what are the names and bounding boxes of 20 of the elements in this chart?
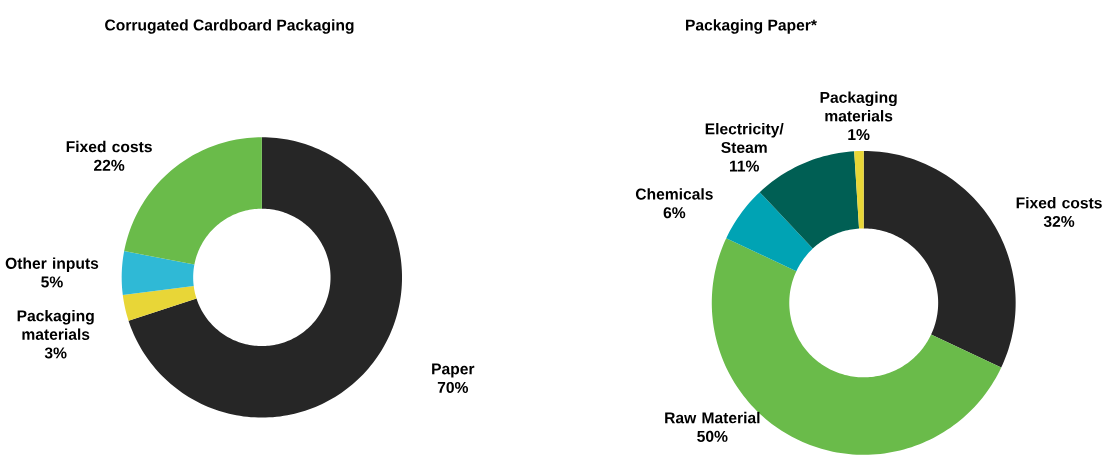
data-label: 3% — [44, 347, 67, 359]
data-label: 70% — [437, 382, 469, 394]
data-label: 50% — [697, 430, 728, 443]
chart-title: Corrugated Cardboard Packaging — [105, 19, 354, 34]
slice-label: Fixed costs — [66, 140, 152, 153]
slice-label: Chemicals — [635, 188, 713, 200]
slice-label: Packaging materials — [820, 91, 897, 122]
data-label: 22% — [94, 159, 125, 171]
chart-title: Packaging Paper* — [686, 19, 817, 34]
slice-label: Paper — [432, 363, 475, 378]
slice-label: Packaging materials — [17, 310, 94, 341]
data-label: 11% — [729, 160, 760, 172]
slice-label: Fixed costs — [1016, 197, 1102, 209]
data-label: 6% — [663, 207, 686, 219]
slice-label: Electricity/ Steam — [705, 123, 784, 154]
data-label: 1% — [848, 129, 870, 141]
slice-label: Other inputs — [5, 257, 99, 273]
data-label: 32% — [1043, 216, 1075, 228]
data-label: 5% — [41, 276, 63, 288]
slice-label: Raw Material — [665, 411, 760, 424]
